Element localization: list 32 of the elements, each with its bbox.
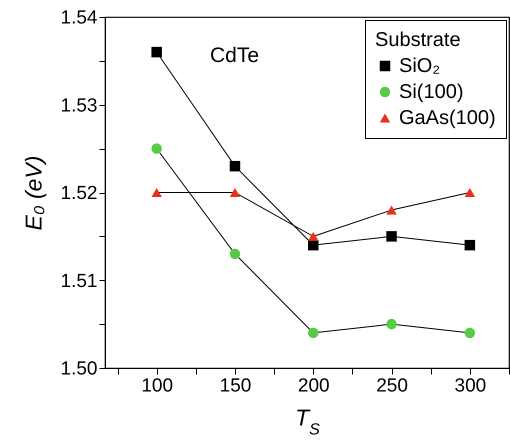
point [308, 328, 319, 338]
point [151, 143, 162, 154]
point [464, 188, 476, 198]
point [386, 231, 397, 242]
y-tick-label: 1.50 [60, 358, 98, 380]
point [230, 188, 240, 198]
point [151, 46, 162, 58]
point [308, 240, 319, 250]
x-tick-label: 200 [298, 376, 330, 396]
x-tick-label: 300 [454, 376, 486, 396]
legend-label: GaAs(100) [399, 107, 496, 129]
point [230, 160, 240, 172]
point [151, 188, 162, 198]
y-tick-label: 1.54 [60, 8, 98, 28]
point [386, 206, 397, 215]
x-tick-label: 100 [141, 376, 174, 396]
annotation: CdTe [210, 44, 260, 67]
x-axis-title: T$_{S}$ [295, 404, 320, 438]
legend-label: SiO₂ [399, 55, 440, 77]
point [308, 232, 319, 241]
legend-title: Substrate [375, 29, 461, 51]
point [386, 318, 397, 330]
y-tick-label: 1.51 [60, 270, 98, 292]
y-tick-label: 1.52 [60, 183, 98, 204]
point [464, 240, 476, 250]
legend-label: Si(100) [399, 81, 464, 103]
x-tick-label: 250 [376, 376, 408, 396]
point [230, 248, 240, 260]
x-tick-label: 150 [220, 376, 252, 396]
y-tick-label: 1.53 [60, 95, 98, 116]
y-axis-title: E₀ (eV) [20, 156, 47, 230]
point [464, 328, 476, 338]
